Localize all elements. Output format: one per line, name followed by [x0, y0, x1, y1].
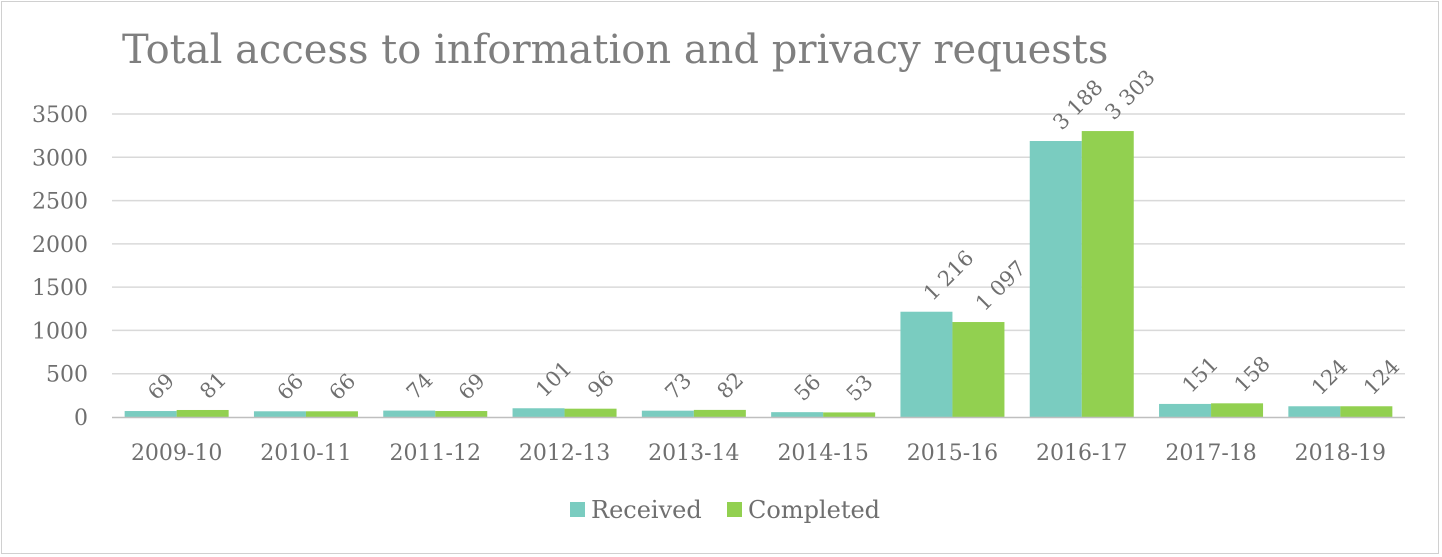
y-tick-label: 2500	[32, 190, 88, 215]
y-tick-label: 500	[46, 363, 88, 388]
y-tick-label: 3500	[32, 103, 88, 128]
bars	[124, 131, 1393, 417]
data-label-completed: 124	[1359, 354, 1404, 399]
x-tick-label: 2009-10	[131, 441, 222, 466]
data-label-received: 124	[1307, 354, 1352, 399]
data-label-received: 101	[531, 356, 576, 401]
legend-label-completed: Completed	[748, 496, 880, 524]
bar-received-2018-19	[1288, 406, 1341, 417]
data-label-completed: 1 097	[971, 256, 1030, 315]
bar-received-2010-11	[253, 411, 306, 417]
legend: Received Completed	[570, 496, 880, 524]
x-tick-label: 2014-15	[777, 441, 868, 466]
data-label-completed: 53	[842, 370, 878, 406]
data-label-received: 1 216	[919, 246, 978, 305]
data-label-received: 3 188	[1048, 75, 1107, 134]
gridlines	[112, 113, 1405, 375]
x-tick-label: 2011-12	[390, 441, 481, 466]
x-tick-label: 2018-19	[1295, 441, 1386, 466]
bar-completed-2012-13	[564, 408, 617, 417]
bar-completed-2014-15	[823, 412, 876, 417]
bar-received-2015-16	[900, 311, 953, 417]
bar-received-2011-12	[383, 410, 436, 417]
bar-received-2009-10	[124, 411, 177, 417]
y-tick-label: 1500	[32, 276, 88, 301]
x-tick-label: 2016-17	[1036, 441, 1127, 466]
bar-received-2014-15	[771, 412, 824, 417]
x-tick-label: 2013-14	[648, 441, 739, 466]
chart-title: Total access to information and privacy …	[122, 27, 1108, 73]
data-label-completed: 96	[583, 366, 619, 402]
bar-completed-2013-14	[693, 409, 746, 417]
y-tick-label: 1000	[32, 319, 88, 344]
data-label-received: 151	[1178, 352, 1223, 397]
legend-swatch-received	[570, 502, 585, 517]
x-tick-label: 2010-11	[260, 441, 351, 466]
data-label-received: 56	[790, 370, 826, 406]
y-axis-ticks: 0 500 1000 1500 2000 2500 3000 3500	[32, 103, 88, 431]
x-tick-label: 2015-16	[907, 441, 998, 466]
bar-completed-2015-16	[952, 322, 1005, 417]
legend-label-received: Received	[591, 496, 702, 524]
x-axis-ticks: 2009-10 2010-11 2011-12 2012-13 2013-14 2014-…	[131, 441, 1386, 466]
x-tick-label: 2017-18	[1165, 441, 1256, 466]
bar-completed-2018-19	[1340, 406, 1393, 417]
legend-swatch-completed	[727, 502, 742, 517]
bar-completed-2011-12	[435, 411, 488, 417]
bar-received-2013-14	[641, 410, 694, 417]
y-tick-label: 2000	[32, 233, 88, 258]
bar-completed-2010-11	[305, 411, 358, 417]
data-label-completed: 158	[1230, 352, 1275, 397]
bar-received-2017-18	[1159, 403, 1212, 417]
data-label-completed: 82	[712, 368, 748, 404]
bar-completed-2009-10	[176, 409, 229, 417]
bar-completed-2016-17	[1081, 131, 1134, 417]
data-label-completed: 3 303	[1100, 65, 1159, 124]
y-tick-label: 0	[74, 406, 88, 431]
bar-received-2016-17	[1029, 141, 1082, 417]
x-tick-label: 2012-13	[519, 441, 610, 466]
y-tick-label: 3000	[32, 146, 88, 171]
bar-completed-2017-18	[1211, 403, 1264, 417]
bar-received-2012-13	[512, 408, 565, 417]
